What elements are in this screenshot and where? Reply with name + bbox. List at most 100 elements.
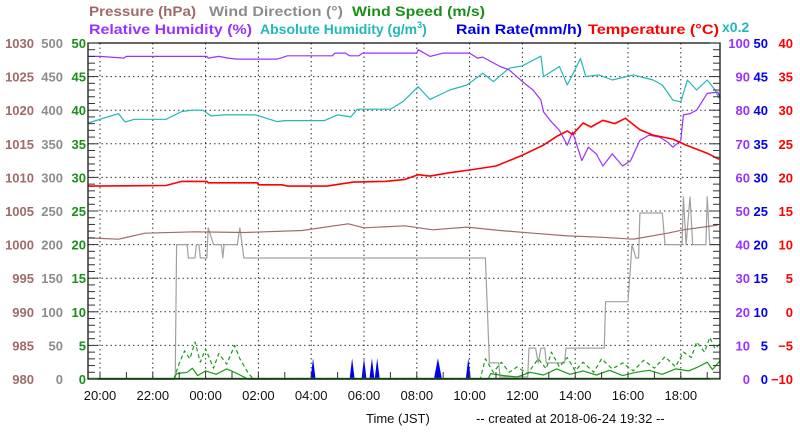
x-axis-title: Time (JST)	[366, 411, 430, 426]
series-line-relative-humidity	[88, 49, 721, 167]
x-tick-label: 10:00	[453, 388, 486, 403]
y-tick-label-pressure: 995	[12, 271, 34, 286]
y-tick-label-wind-direction: 400	[41, 103, 63, 118]
rain-rate-spike	[369, 358, 375, 379]
y-tick-label-wind-direction: 300	[41, 170, 63, 185]
legend-absolute-humidity-close: )	[422, 21, 427, 37]
x-tick-label: 08:00	[401, 388, 434, 403]
y-tick-label-rain-rate: 40	[754, 103, 768, 118]
x-tick-label: 22:00	[137, 388, 170, 403]
legend-abs-humidity-scale: x0.2	[722, 19, 749, 35]
y-tick-label-wind-direction: 350	[41, 137, 63, 152]
y-tick-label-relative-humidity: 10	[736, 338, 750, 353]
y-tick-label-temperature: 30	[779, 103, 793, 118]
y-tick-label-wind-speed: 5	[79, 338, 86, 353]
x-tick-label: 12:00	[506, 388, 539, 403]
y-tick-label-pressure: 1010	[5, 170, 34, 185]
y-tick-label-wind-direction: 450	[41, 70, 63, 85]
y-tick-label-wind-direction: 100	[41, 305, 63, 320]
y-tick-label-rain-rate: 45	[754, 70, 768, 85]
data-marks	[87, 49, 721, 380]
y-axis-labels: 1030102510201015101010051000995990985980…	[5, 36, 793, 387]
y-tick-label-pressure: 1005	[5, 204, 34, 219]
series-line-absolute-humidity	[87, 55, 720, 124]
y-tick-label-wind-speed: 45	[72, 70, 86, 85]
series-line-pressure	[88, 223, 718, 240]
y-tick-label-temperature: 25	[779, 137, 793, 152]
y-tick-label-rain-rate: 5	[761, 338, 768, 353]
y-tick-label-wind-speed: 50	[72, 36, 86, 51]
y-tick-label-pressure: 1015	[5, 137, 34, 152]
y-tick-label-temperature: 35	[779, 70, 793, 85]
legend-wind-direction: Wind Direction (°)	[209, 3, 343, 19]
series-line-wind-gust	[173, 336, 721, 380]
y-tick-label-wind-speed: 10	[72, 305, 86, 320]
y-tick-label-relative-humidity: 40	[736, 238, 750, 253]
axis-ticks	[88, 42, 720, 380]
y-tick-label-rain-rate: 0	[761, 372, 768, 387]
created-timestamp: -- created at 2018-06-24 19:32 --	[476, 411, 665, 426]
x-tick-label: 20:00	[84, 388, 117, 403]
y-tick-label-pressure: 1025	[5, 70, 34, 85]
legend-pressure: Pressure (hPa)	[89, 3, 196, 19]
rain-rate-spike	[374, 358, 380, 379]
x-tick-label: 14:00	[559, 388, 592, 403]
legend-absolute-humidity: Absolute Humidity (g/m3)	[260, 20, 427, 37]
y-tick-label-wind-speed: 40	[72, 103, 86, 118]
y-tick-label-temperature: 20	[779, 170, 793, 185]
y-tick-label-wind-speed: 30	[72, 170, 86, 185]
legend-wind-speed: Wind Speed (m/s)	[352, 3, 485, 19]
x-tick-label: 18:00	[665, 388, 698, 403]
y-tick-label-relative-humidity: 50	[736, 204, 750, 219]
y-tick-label-wind-direction: 500	[41, 36, 63, 51]
y-tick-label-temperature: −10	[771, 372, 793, 387]
legend-temperature: Temperature (°C)	[588, 21, 719, 37]
y-tick-label-relative-humidity: 90	[736, 70, 750, 85]
y-tick-label-relative-humidity: 20	[736, 305, 750, 320]
y-tick-label-rain-rate: 10	[754, 305, 768, 320]
y-tick-label-wind-direction: 0	[56, 372, 63, 387]
series-line-wind-speed	[88, 359, 721, 380]
legend-rain-rate: Rain Rate(mm/h)	[456, 21, 582, 37]
x-tick-label: 06:00	[348, 388, 381, 403]
legend-absolute-humidity-sup: 3	[417, 20, 422, 30]
y-tick-label-temperature: −5	[778, 338, 793, 353]
y-tick-label-wind-direction: 250	[41, 204, 63, 219]
y-tick-label-rain-rate: 35	[754, 137, 768, 152]
x-tick-label: 00:00	[189, 388, 222, 403]
legend-absolute-humidity-text: Absolute Humidity (g/m	[260, 21, 417, 37]
y-tick-label-relative-humidity: 0	[743, 372, 750, 387]
y-tick-label-temperature: 5	[786, 271, 793, 286]
y-tick-label-wind-direction: 50	[49, 338, 63, 353]
y-tick-label-relative-humidity: 30	[736, 271, 750, 286]
y-tick-label-relative-humidity: 100	[728, 36, 750, 51]
y-tick-label-pressure: 1000	[5, 238, 34, 253]
rain-rate-spike	[349, 358, 355, 379]
grid	[88, 43, 720, 379]
series-line-temperature	[88, 117, 720, 187]
y-tick-label-temperature: 0	[786, 305, 793, 320]
y-tick-label-relative-humidity: 60	[736, 170, 750, 185]
y-tick-label-rain-rate: 20	[754, 238, 768, 253]
rain-rate-spike	[433, 358, 442, 379]
y-tick-label-rain-rate: 15	[754, 271, 768, 286]
x-tick-label: 04:00	[295, 388, 328, 403]
y-tick-label-wind-speed: 15	[72, 271, 86, 286]
y-tick-label-wind-direction: 150	[41, 271, 63, 286]
y-tick-label-temperature: 15	[779, 204, 793, 219]
y-tick-label-rain-rate: 25	[754, 204, 768, 219]
y-tick-label-pressure: 990	[12, 305, 34, 320]
y-tick-label-wind-speed: 25	[72, 204, 86, 219]
rain-rate-spike	[361, 358, 367, 379]
x-tick-label: 02:00	[242, 388, 275, 403]
rain-rate-spike	[310, 358, 316, 379]
y-tick-label-wind-speed: 35	[72, 137, 86, 152]
y-tick-label-pressure: 1030	[5, 36, 34, 51]
y-tick-label-relative-humidity: 80	[736, 103, 750, 118]
series-line-wind-direction	[88, 196, 721, 380]
y-tick-label-rain-rate: 30	[754, 170, 768, 185]
y-tick-label-temperature: 40	[779, 36, 793, 51]
y-tick-label-rain-rate: 50	[754, 36, 768, 51]
y-tick-label-pressure: 985	[12, 338, 34, 353]
